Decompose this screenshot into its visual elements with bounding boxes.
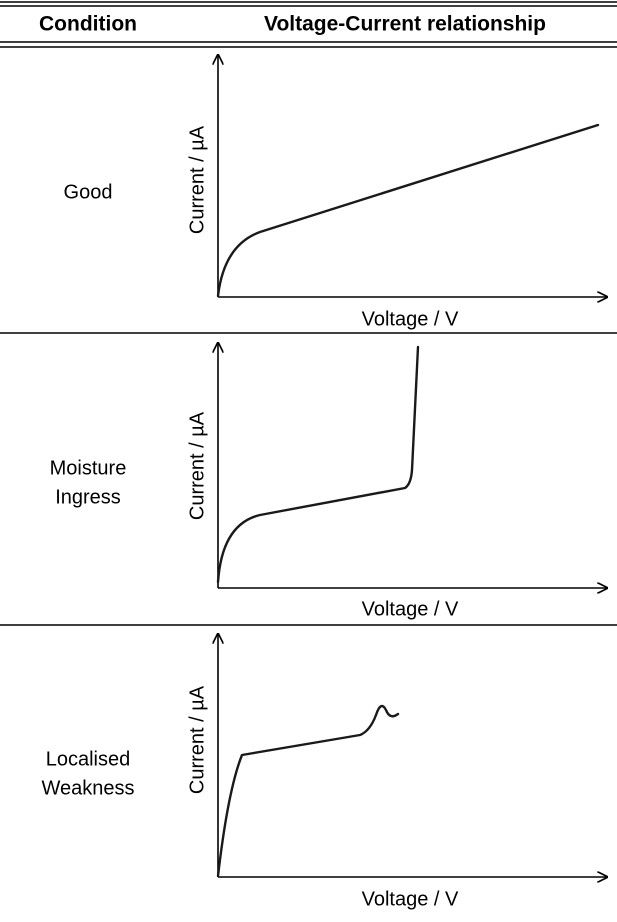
curve (216, 123, 600, 298)
header-cell: Voltage-Current relationship (264, 13, 546, 36)
x-axis-label: Voltage / V (362, 598, 459, 620)
x-axis-label: Voltage / V (362, 308, 459, 330)
header-cell: Condition (39, 13, 137, 36)
condition: Ingress (55, 486, 121, 508)
y-axis-label: Current / µA (186, 411, 208, 520)
curve (216, 704, 400, 878)
y-axis-label: Current / µA (186, 125, 208, 234)
condition: Weakness (41, 777, 134, 799)
x-axis-label: Voltage / V (362, 888, 459, 910)
condition: Localised (46, 748, 131, 770)
condition: Moisture (50, 457, 127, 479)
curve (216, 345, 420, 584)
condition: Good (64, 181, 113, 203)
y-axis-label: Current / µA (186, 685, 208, 794)
